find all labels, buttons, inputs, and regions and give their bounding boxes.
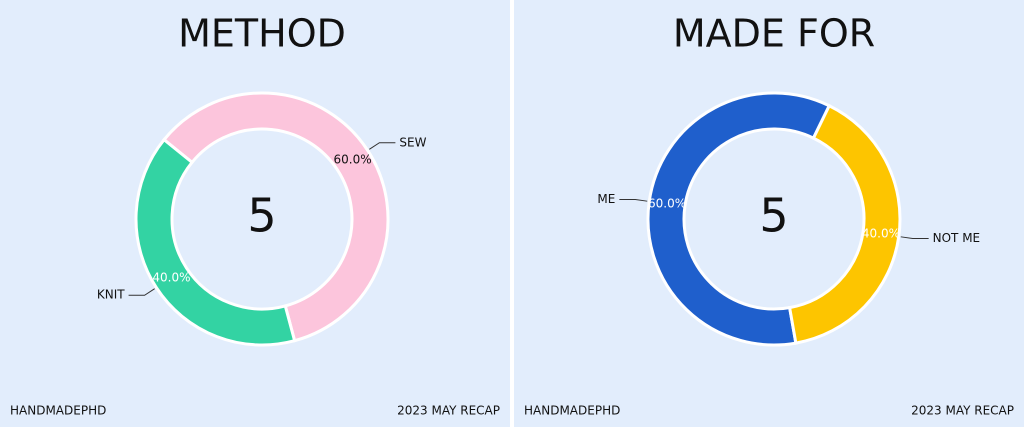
panel [0, 0, 510, 427]
panel [514, 0, 1024, 427]
percent-label: 60.0% [334, 153, 372, 167]
center-total: 5 [759, 189, 788, 243]
footer-right: 2023 MAY RECAP [911, 404, 1014, 418]
footer-left: HANDMADEPHD [524, 404, 620, 418]
leader-line [619, 199, 648, 202]
donut-slice [646, 91, 832, 347]
leader-line [128, 288, 155, 296]
footer-left: HANDMADEPHD [10, 404, 106, 418]
percent-label: 40.0% [862, 227, 900, 241]
footer-right: 2023 MAY RECAP [397, 404, 500, 418]
donut-slice [161, 91, 390, 343]
category-label: NOT ME [933, 231, 981, 245]
chart-title: METHOD [178, 12, 346, 56]
percent-label: 40.0% [152, 270, 190, 284]
center-total: 5 [247, 189, 276, 243]
donut-slice [787, 103, 902, 345]
category-label: KNIT [97, 288, 125, 302]
category-label: SEW [399, 135, 426, 149]
percent-label: 60.0% [648, 196, 686, 210]
category-label: ME [597, 192, 615, 206]
donut-slice [134, 137, 297, 347]
leader-line [369, 142, 396, 150]
chart-title: MADE FOR [673, 12, 875, 56]
leader-line [900, 236, 929, 239]
